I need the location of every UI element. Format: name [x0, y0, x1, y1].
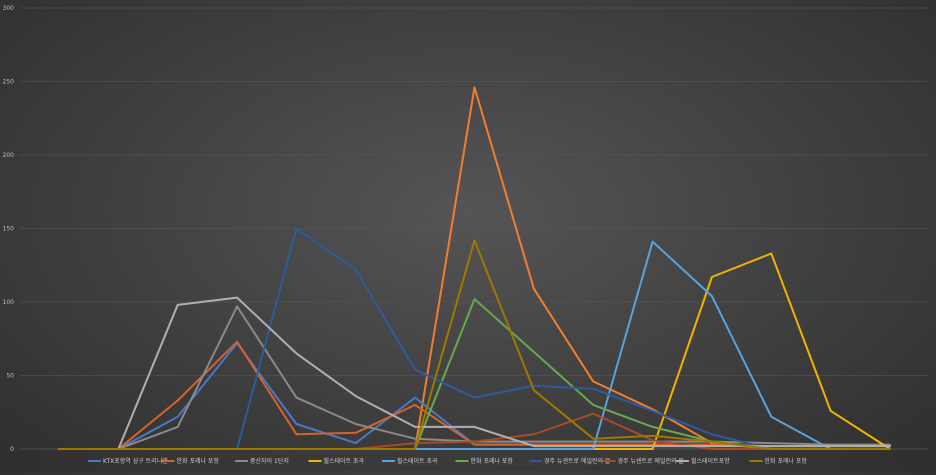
legend-label: 힐스테이트 초곡 [324, 457, 365, 465]
grid-layer [20, 7, 928, 450]
series-line [58, 240, 891, 450]
legend-item: 힐스테이트포항 [676, 457, 730, 465]
series-line [58, 252, 891, 450]
legend-item: 한화 포레나 포항 [161, 457, 220, 465]
legend-label: 한화 포레나 포항 [471, 457, 514, 465]
legend-item: 중산자이 1단지 [235, 457, 289, 465]
legend-label: 경주 뉴센트로 에일린의 뜰 [544, 457, 611, 465]
y-axis: 0 50 100 150 200 250 300 [3, 5, 15, 453]
legend-label: 힐스테이트 초곡 [397, 457, 438, 465]
series-line [58, 340, 891, 450]
series-line [58, 239, 891, 450]
legend: KTX포항역 삼구 트리니엔 한화 포레나 포항 중산자이 1단지 힐스테이트 초곡 힐… [88, 457, 807, 465]
legend-label: 한화 포레나 포항 [765, 457, 808, 465]
series-line [58, 342, 891, 450]
legend-label: 중산자이 1단지 [250, 457, 289, 465]
legend-item: 한화 포레나 포항 [455, 457, 514, 465]
y-tick-label: 50 [6, 373, 14, 380]
legend-label: 힐스테이트포항 [691, 457, 730, 465]
legend-item: 힐스테이트 초곡 [382, 457, 438, 465]
legend-label: 한화 포레나 포항 [177, 457, 220, 465]
y-tick-label: 100 [3, 299, 15, 306]
series-line [58, 296, 891, 450]
legend-item: 힐스테이트 초곡 [308, 457, 365, 465]
series-layer [58, 86, 891, 450]
y-tick-label: 250 [3, 79, 15, 86]
y-tick-label: 150 [3, 226, 15, 233]
legend-item: 경주 뉴센트로 에일린의 뜰 [602, 457, 685, 465]
legend-label: KTX포항역 삼구 트리니엔 [103, 457, 168, 465]
legend-item: KTX포항역 삼구 트리니엔 [88, 457, 168, 465]
legend-item: 한화 포레나 포항 [749, 457, 808, 465]
y-tick-label: 300 [3, 5, 15, 12]
legend-item: 경주 뉴센트로 에일린의 뜰 [529, 457, 611, 465]
y-tick-label: 0 [10, 446, 14, 453]
legend-label: 경주 뉴센트로 에일린의 뜰 [618, 457, 685, 465]
y-tick-label: 200 [3, 152, 15, 159]
